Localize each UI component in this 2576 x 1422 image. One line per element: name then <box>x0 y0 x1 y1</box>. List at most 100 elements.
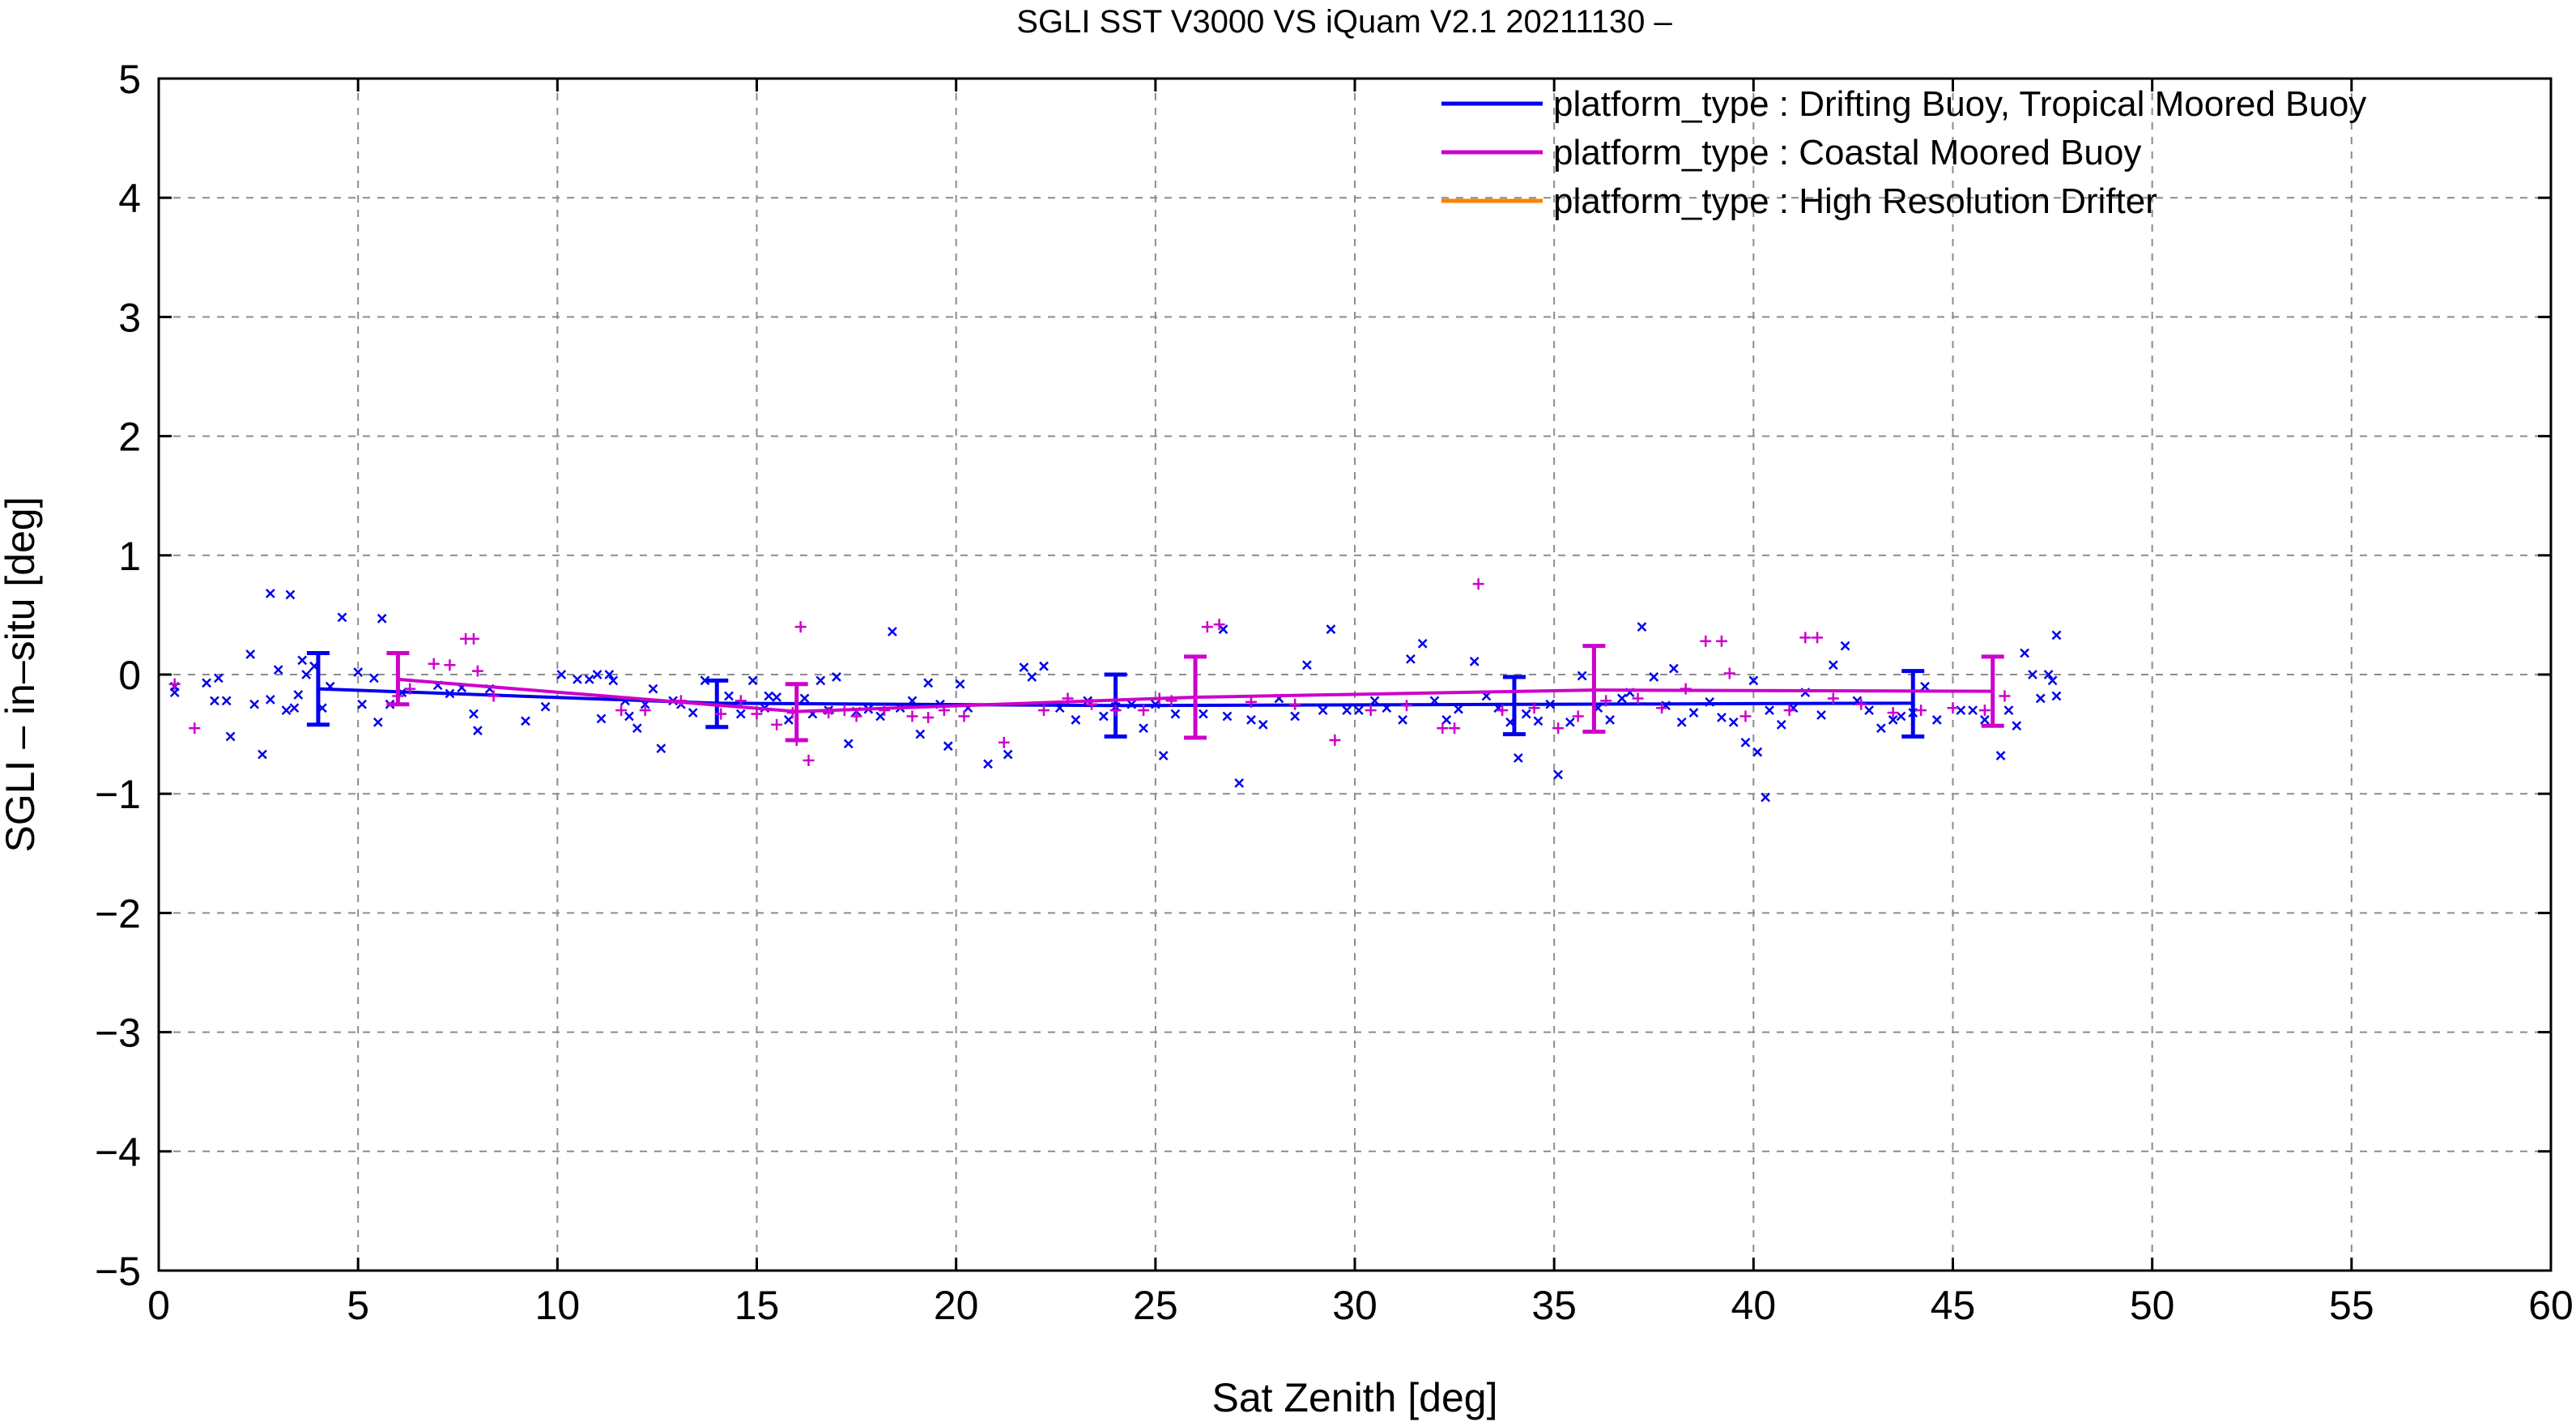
scatter-point <box>1915 705 1927 717</box>
x-tick-label: 20 <box>934 1283 979 1328</box>
scatter-point <box>734 695 747 707</box>
error-bar <box>1981 654 2004 728</box>
scatter-point <box>1999 690 2011 702</box>
scatter-point <box>1688 708 1699 717</box>
scatter-point <box>428 658 440 670</box>
scatter-point <box>1816 710 1826 720</box>
scatter-point <box>958 710 970 722</box>
scatter-point <box>1888 715 1898 725</box>
scatter-point <box>1234 778 1245 788</box>
series-group <box>169 589 2062 803</box>
error-bar <box>386 651 410 707</box>
scatter-point <box>1406 654 1416 664</box>
scatter-point <box>377 613 387 624</box>
chart-title: SGLI SST V3000 VS iQuam V2.1 20211130 – <box>1016 4 1672 40</box>
scatter-point <box>1980 715 1990 725</box>
scatter-point <box>488 690 500 702</box>
scatter-point <box>1632 692 1644 705</box>
scatter-point <box>573 675 582 684</box>
scatter-point <box>1748 675 1759 686</box>
scatter-point <box>1676 717 1687 727</box>
scatter-point <box>1723 667 1735 679</box>
y-tick-label: 5 <box>118 57 141 102</box>
scatter-point <box>1365 705 1377 717</box>
scatter-point <box>1740 738 1751 747</box>
scatter-point <box>1553 769 1563 780</box>
x-axis-label: Sat Zenith [deg] <box>1211 1375 1497 1420</box>
scatter-point <box>584 675 594 684</box>
x-tick-label: 0 <box>147 1283 170 1328</box>
scatter-point <box>368 673 379 683</box>
scatter-point <box>1920 681 1930 692</box>
scatter-point <box>747 675 758 686</box>
scatter-point <box>1469 656 1480 666</box>
scatter-point <box>799 693 810 704</box>
y-tick-label: 3 <box>118 295 141 340</box>
x-tick-label: 45 <box>1931 1283 1976 1328</box>
scatter-point <box>1354 705 1364 716</box>
y-tick-label: −2 <box>95 891 141 936</box>
scatter-point <box>521 716 530 726</box>
scatter-point <box>1668 663 1679 674</box>
scatter-point <box>2020 648 2030 658</box>
scatter-point <box>471 665 483 677</box>
scatter-point <box>168 678 181 690</box>
scatter-point <box>2051 691 2062 701</box>
scatter-point <box>1019 662 1029 673</box>
scatter-point <box>592 670 602 679</box>
scatter-point <box>1258 719 1268 730</box>
scatter-point <box>1605 715 1615 725</box>
scatter-point <box>771 718 783 730</box>
legend-entry: platform_type : Drifting Buoy, Tropical … <box>1553 84 2366 124</box>
scatter-point <box>1201 621 1213 633</box>
x-tick-label: 5 <box>347 1283 369 1328</box>
scatter-point <box>1828 660 1838 671</box>
scatter-point <box>1728 717 1739 727</box>
scatter-point <box>772 692 782 702</box>
scatter-point <box>1776 719 1786 730</box>
legend: platform_type : Drifting Buoy, Tropical … <box>1441 84 2366 221</box>
scatter-point <box>1246 715 1256 725</box>
scatter-point <box>1783 705 1795 717</box>
scatter-point <box>265 589 275 598</box>
scatter-point <box>1978 705 1991 717</box>
scatter-point <box>1027 672 1037 682</box>
scatter-point <box>955 679 965 689</box>
scatter-point <box>1071 715 1081 725</box>
scatter-point <box>1700 635 1712 647</box>
scatter-point <box>915 729 926 739</box>
scatter-point <box>472 726 483 736</box>
x-tick-label: 10 <box>535 1283 581 1328</box>
scatter-point <box>1302 660 1312 671</box>
scatter-point <box>2003 705 2014 716</box>
scatter-point <box>1752 747 1763 757</box>
scatter-point <box>803 754 815 766</box>
scatter-point <box>1454 704 1463 714</box>
error-bar <box>1184 654 1207 740</box>
scatter-point <box>1855 698 1867 710</box>
scatter-point <box>273 665 283 675</box>
scatter-point <box>1213 619 1225 631</box>
grid-lines <box>159 79 2551 1271</box>
error-bar <box>306 651 330 727</box>
scatter-point <box>1521 709 1531 719</box>
scatter-point <box>353 667 364 677</box>
error-bar <box>1582 644 1606 734</box>
scatter-point <box>875 711 886 722</box>
series-group <box>168 578 2011 766</box>
scatter-point <box>297 655 308 666</box>
scatter-point <box>1417 638 1428 649</box>
scatter-point <box>983 759 993 769</box>
scatter-point <box>1799 632 1812 644</box>
x-tick-label: 25 <box>1133 1283 1178 1328</box>
scatter-point <box>1245 696 1257 708</box>
scatter-point <box>1931 715 1942 725</box>
scatter-point <box>1218 624 1228 634</box>
scatter-point <box>735 709 746 719</box>
error-bar <box>785 682 808 743</box>
scatter-point <box>1139 723 1148 734</box>
scatter-point <box>879 705 891 717</box>
y-tick-label: 1 <box>118 534 141 579</box>
scatter-point <box>648 683 658 694</box>
